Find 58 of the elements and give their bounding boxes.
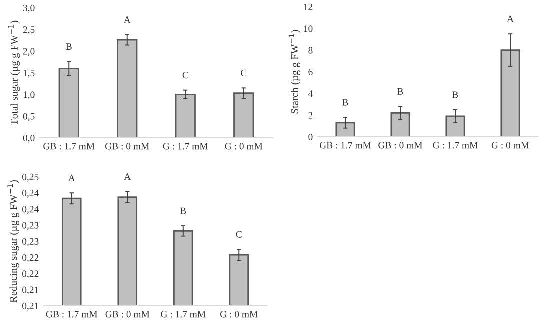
annotation: A xyxy=(124,16,131,24)
annotation: B xyxy=(180,208,186,214)
y-tick-label: 0 xyxy=(308,134,313,140)
y-tick-label: 0,25 xyxy=(22,174,39,182)
x-tick-label: G : 1.7 mM xyxy=(163,143,208,150)
y-tick-label: 8 xyxy=(308,47,313,54)
y-tick-label: 2 xyxy=(308,112,313,119)
y-tick-label: 0,24 xyxy=(22,206,39,214)
y-tick-label: 2,0 xyxy=(23,48,35,56)
x-tick-label: G : 0 mM xyxy=(220,311,258,318)
x-tick-label: GB : 0 mM xyxy=(378,142,422,149)
bar xyxy=(234,92,254,138)
y-tick-label: 4 xyxy=(308,90,313,98)
y-tick-label: 0,23 xyxy=(22,222,39,230)
y-tick-label: 2,5 xyxy=(23,26,35,35)
bar xyxy=(58,68,80,138)
annotation: C xyxy=(241,70,247,76)
annotation: B xyxy=(342,99,348,106)
y-tick-label: 1,5 xyxy=(24,70,35,78)
x-tick-label: G : 1.7 mM xyxy=(433,142,478,149)
annotation: B xyxy=(452,92,458,98)
y-axis-title: Total sugar (µg g FW$^{−1}$) xyxy=(8,20,20,126)
y-tick-label: 0,0 xyxy=(23,134,35,143)
y-tick-label: 10 xyxy=(304,26,313,32)
bar xyxy=(175,94,196,138)
annotation: C xyxy=(236,231,242,238)
x-tick-label: GB : 1.7 mM xyxy=(320,142,372,149)
x-tick-label: GB : 0 mM xyxy=(105,143,150,150)
x-tick-label: G : 1.7 mM xyxy=(161,311,206,318)
bar xyxy=(117,39,138,138)
x-tick-label: GB : 1.7 mM xyxy=(44,143,95,150)
y-axis-title: Starch (µg g FW$^{−1}$) xyxy=(288,30,301,114)
y-tick-label: 1,0 xyxy=(24,92,35,100)
y-tick-label: 0,23 xyxy=(22,238,39,246)
x-tick-label: GB : 0 mM xyxy=(106,311,150,318)
y-tick-label: 12 xyxy=(304,4,313,10)
bar xyxy=(446,116,466,137)
y-tick-label: 3,0 xyxy=(23,4,35,13)
x-tick-label: G : 0 mM xyxy=(225,143,263,150)
y-tick-label: 0,24 xyxy=(22,190,39,198)
bar xyxy=(500,50,520,137)
x-tick-label: GB : 1.7 mM xyxy=(46,311,98,318)
y-tick-label: 0,21 xyxy=(22,302,39,311)
annotation: A xyxy=(507,16,514,22)
y-tick-label: 0,5 xyxy=(23,113,35,122)
y-axis-title: Reducing sugar (µg g FW$^{−1}$) xyxy=(8,180,20,303)
y-tick-label: 0,21 xyxy=(22,286,39,295)
annotation: C xyxy=(182,72,188,79)
annotation: B xyxy=(398,88,404,95)
x-tick-label: G : 0 mM xyxy=(492,142,530,149)
y-tick-label: 6 xyxy=(308,68,313,76)
bar xyxy=(336,122,356,137)
annotation: A xyxy=(68,174,76,182)
annotation: A xyxy=(124,174,132,180)
annotation: B xyxy=(66,44,72,50)
bar xyxy=(390,112,410,137)
y-tick-label: 0,22 xyxy=(22,254,39,262)
y-tick-label: 0,22 xyxy=(22,270,39,279)
